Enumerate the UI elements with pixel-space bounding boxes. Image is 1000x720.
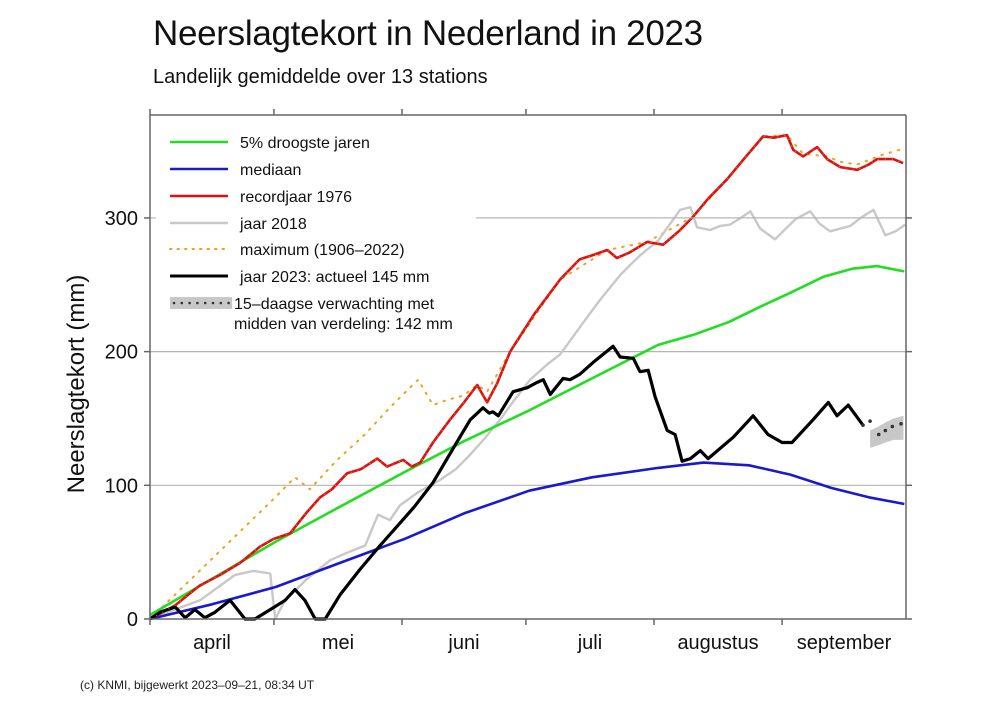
x-tick-label-augustus: augustus	[677, 632, 758, 654]
forecast-point	[876, 432, 881, 437]
x-tick-label-september: september	[797, 632, 892, 654]
legend: 5% droogste jaren mediaan recordjaar 1976 j…	[169, 135, 906, 333]
chart-subtitle: Landelijk gemiddelde over 13 stations	[153, 66, 488, 88]
legend-label-0: 5% droogste jaren	[240, 135, 370, 152]
legend-swatch-dot	[203, 301, 207, 305]
axes: 0 100 200 300 april mei juni juli augustus septem…	[105, 109, 912, 654]
x-tick-label-juni: juni	[447, 632, 479, 654]
x-tick-label-mei: mei	[322, 632, 354, 654]
forecast-point	[890, 424, 895, 429]
legend-label-5: jaar 2023: actueel 145 mm	[239, 269, 429, 286]
chart-title: Neerslagtekort in Nederland in 2023	[153, 14, 703, 53]
y-tick-label: 300	[105, 208, 138, 230]
line-5-droogste-jaren	[149, 264, 905, 617]
forecast-point	[868, 419, 872, 423]
x-tick-label-juli: juli	[577, 632, 602, 654]
forecast-point	[899, 422, 903, 426]
legend-swatch-dot	[211, 301, 215, 305]
y-tick-label: 0	[127, 609, 138, 631]
legend-swatch-dot	[180, 301, 184, 305]
legend-swatch-dot	[172, 301, 176, 305]
forecast-point	[861, 423, 865, 427]
y-axis-label: Neerslagtekort (mm)	[63, 275, 90, 494]
forecast-point	[883, 428, 888, 433]
y-tick-label: 100	[105, 475, 138, 497]
y-tick-label: 200	[105, 342, 138, 364]
legend-label-forecast-line2: midden van verdeling: 142 mm	[234, 316, 453, 333]
series-layer	[149, 133, 906, 621]
forecast-band	[870, 415, 904, 448]
legend-label-4: maximum (1906–2022)	[240, 242, 405, 259]
legend-label-1: mediaan	[240, 162, 301, 179]
line-jaar-2023-actueel-145-mm	[149, 344, 865, 621]
legend-swatch-dot	[227, 301, 230, 305]
legend-swatch-dot	[196, 301, 199, 305]
legend-label-2: recordjaar 1976	[240, 189, 352, 206]
line-recordjaar-1976	[149, 133, 904, 621]
legend-label-forecast: 15–daagse verwachting met	[234, 296, 435, 313]
legend-swatch-dot	[188, 301, 191, 305]
legend-label-3: jaar 2018	[239, 216, 307, 233]
x-tick-label-april: april	[193, 632, 231, 654]
legend-swatch-dot	[219, 301, 223, 305]
line-maximum-1906-2022	[149, 134, 906, 620]
legend-swatch-forecast	[170, 297, 232, 309]
footer-credit: (c) KNMI, bijgewerkt 2023–09–21, 08:34 U…	[80, 678, 315, 692]
line-mediaan	[149, 461, 905, 621]
